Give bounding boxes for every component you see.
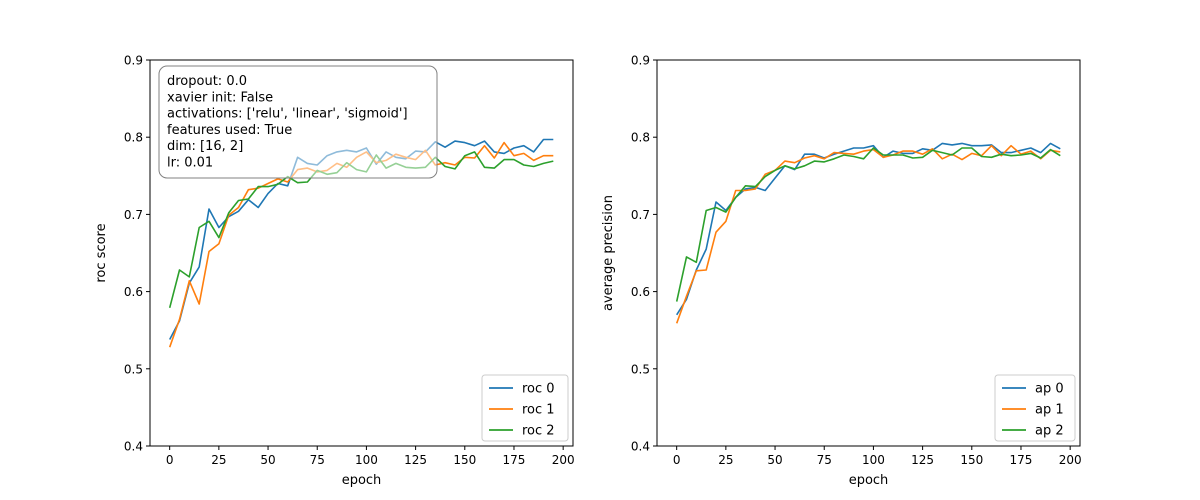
y-tick-label: 0.6 <box>631 285 650 299</box>
x-tick-label: 0 <box>166 453 174 467</box>
x-tick-label: 100 <box>862 453 885 467</box>
annotation-line: features used: True <box>167 123 292 138</box>
average-precision-plot: 0 25 50 75 100 125 150 175 200 0.4 0.5 0.6 0.7 0.8 0.9… <box>601 54 1082 489</box>
legend-label: ap 1 <box>1035 403 1064 418</box>
y-axis-label: average precision <box>601 195 616 311</box>
x-tick-label: 100 <box>355 453 378 467</box>
x-tick-label: 75 <box>817 453 832 467</box>
annotation-line: dropout: 0.0 <box>167 74 247 89</box>
y-tick-label: 0.5 <box>631 362 650 376</box>
x-tick-label: 25 <box>211 453 226 467</box>
y-tick-label: 0.8 <box>124 131 143 145</box>
y-tick-label: 0.5 <box>124 362 143 376</box>
x-tick-label: 25 <box>718 453 733 467</box>
x-tick-label: 200 <box>552 453 575 467</box>
x-tick-label: 150 <box>960 453 983 467</box>
annotation-line: activations: ['relu', 'linear', 'sigmoid… <box>167 107 408 122</box>
x-tick-label: 0 <box>673 453 681 467</box>
y-tick-label: 0.7 <box>631 208 650 222</box>
x-tick-label: 125 <box>911 453 934 467</box>
x-tick-label: 125 <box>404 453 427 467</box>
y-tick-label: 0.9 <box>124 54 143 68</box>
series-line-ap-2 <box>675 147 1061 302</box>
y-tick-label: 0.8 <box>631 131 650 145</box>
x-tick-label: 50 <box>767 453 782 467</box>
x-axis-label: epoch <box>342 473 382 488</box>
y-tick-label: 0.4 <box>631 440 650 454</box>
series-line-ap-0 <box>676 142 1061 316</box>
x-tick-label: 175 <box>1010 453 1033 467</box>
legend-label: ap 0 <box>1035 382 1064 397</box>
legend-box <box>994 374 1076 442</box>
x-tick-label: 150 <box>453 453 476 467</box>
y-tick-label: 0.4 <box>124 440 143 454</box>
legend-label: roc 2 <box>522 424 555 439</box>
x-axis-label: epoch <box>849 473 889 488</box>
annotation-line: lr: 0.01 <box>167 156 213 171</box>
legend-label: roc 0 <box>522 382 555 397</box>
y-axis-label: roc score <box>94 223 109 282</box>
x-tick-label: 50 <box>260 453 275 467</box>
annotation-line: xavier init: False <box>167 90 273 105</box>
x-tick-label: 75 <box>310 453 325 467</box>
roc-score-plot: 0 25 50 75 100 125 150 175 200 0.4 0.5 0.6 0.7 0.8 0.9… <box>94 54 575 489</box>
y-tick-label: 0.7 <box>124 208 143 222</box>
legend-label: roc 1 <box>522 403 555 418</box>
y-tick-label: 0.6 <box>124 285 143 299</box>
x-tick-label: 200 <box>1059 453 1082 467</box>
legend-box <box>481 374 569 442</box>
y-tick-label: 0.9 <box>631 54 650 68</box>
parameter-annotation-box <box>158 65 438 179</box>
legend-label: ap 2 <box>1035 424 1064 439</box>
annotation-line: dim: [16, 2] <box>167 139 243 154</box>
x-tick-label: 175 <box>503 453 526 467</box>
